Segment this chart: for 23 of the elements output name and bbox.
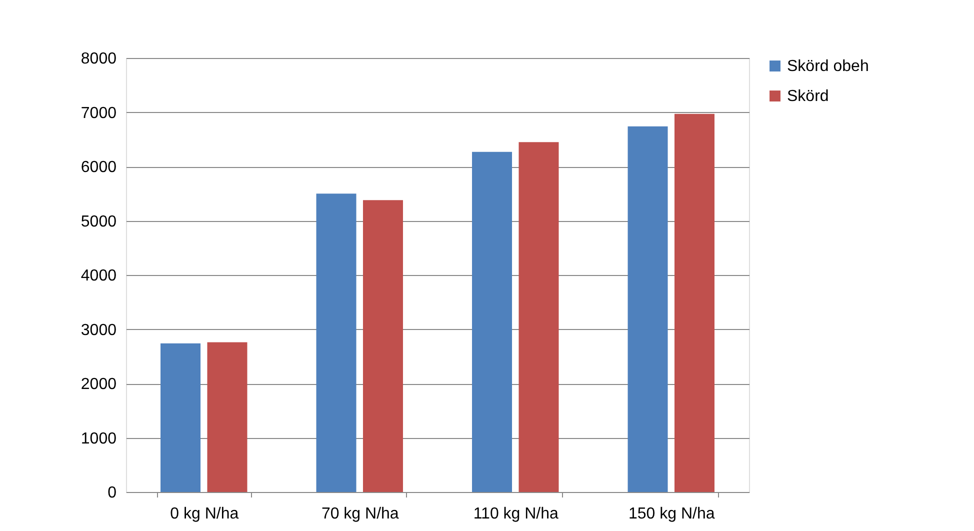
bar [160, 343, 201, 492]
bar [628, 126, 668, 492]
y-tick-label: 4000 [80, 268, 117, 284]
x-tick-label: 110 kg N/ha [473, 506, 559, 522]
y-tick-label: 8000 [80, 50, 117, 68]
bar [518, 142, 559, 492]
x-tick-label: 150 kg N/ha [628, 506, 715, 522]
legend-label: Skörd [787, 88, 829, 105]
bar [316, 194, 356, 492]
bar [362, 200, 403, 492]
y-tick-label: 0 [108, 484, 117, 502]
bar [674, 114, 714, 492]
y-tick-label: 6000 [80, 159, 117, 176]
x-tick-label: 0 kg N/ha [170, 506, 239, 522]
y-tick-label: 7000 [80, 104, 117, 122]
y-tick-label: 3000 [80, 322, 117, 339]
y-tick-label: 5000 [80, 213, 117, 230]
x-tick-label: 70 kg N/ha [321, 506, 399, 522]
y-tick-label: 1000 [80, 430, 117, 448]
bar [207, 342, 248, 492]
legend-label: Skörd obeh [787, 58, 869, 75]
y-tick-label: 2000 [80, 376, 117, 393]
bar [472, 152, 512, 492]
